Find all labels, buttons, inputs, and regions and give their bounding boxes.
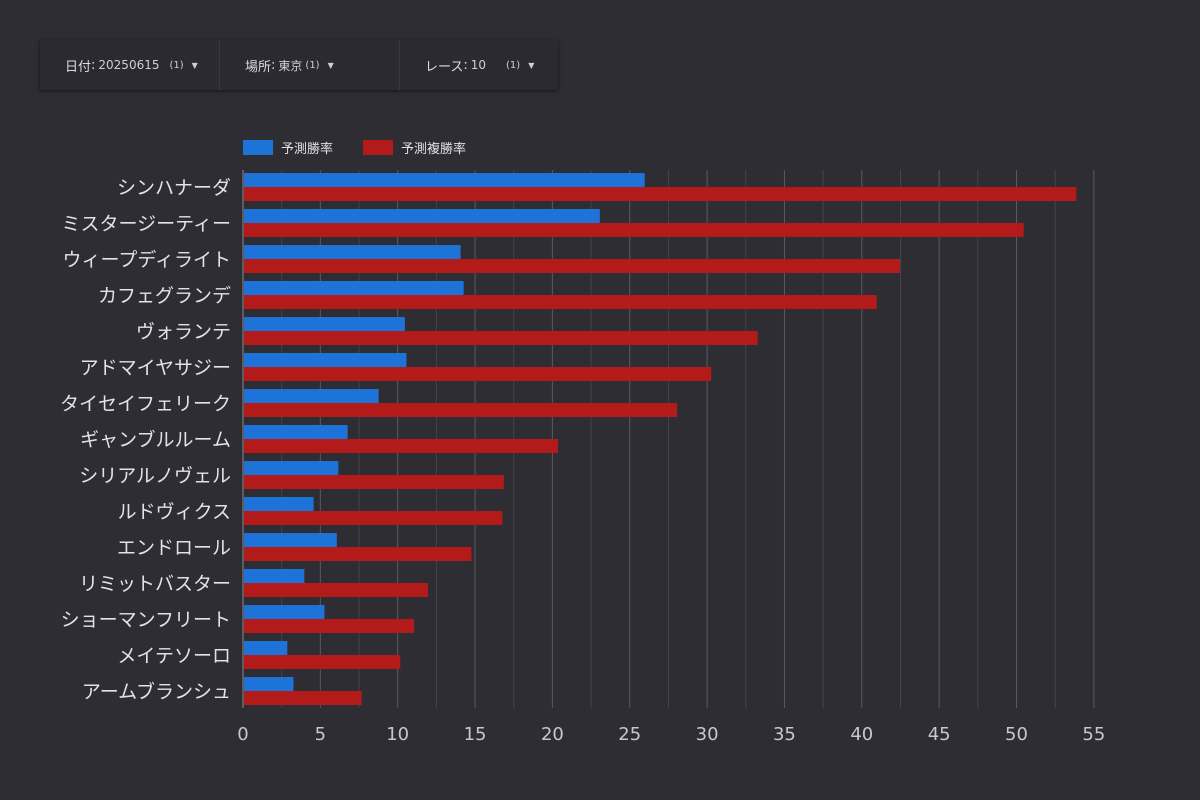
legend-label: 予測複勝率 [401, 141, 466, 157]
win-rate-bar[interactable] [244, 209, 600, 223]
place-rate-bar[interactable] [244, 511, 503, 525]
win-rate-bar[interactable] [244, 533, 337, 547]
category-label: ヴォランテ [136, 321, 231, 343]
category-label: ウィープディライト [62, 249, 231, 271]
category-label: タイセイフェリーク [60, 393, 231, 415]
category-label: ショーマンフリート [61, 609, 231, 631]
win-rate-bar[interactable] [244, 173, 645, 187]
place-rate-bar[interactable] [244, 475, 504, 489]
x-tick-label: 55 [1082, 724, 1105, 745]
x-tick-label: 15 [464, 724, 487, 745]
win-rate-bar[interactable] [244, 497, 314, 511]
category-label: シリアルノヴェル [79, 465, 231, 487]
place-rate-bar[interactable] [244, 403, 678, 417]
date-filter-count: (1) [169, 59, 184, 71]
win-rate-bar[interactable] [244, 605, 325, 619]
x-tick-label: 40 [850, 724, 873, 745]
venue-filter-count: (1) [305, 59, 320, 71]
place-rate-bar[interactable] [244, 259, 900, 273]
category-label: リミットバスター [79, 573, 231, 595]
race-filter-value: 10 [470, 58, 487, 72]
place-rate-bar[interactable] [244, 187, 1077, 201]
x-tick-label: 45 [928, 724, 951, 745]
place-rate-bar[interactable] [244, 223, 1024, 237]
date-filter-value: 20250615 [98, 58, 160, 72]
win-rate-bar[interactable] [244, 317, 405, 331]
win-rate-bar[interactable] [244, 461, 339, 475]
win-rate-bar[interactable] [244, 281, 464, 295]
category-label: エンドロール [117, 537, 231, 559]
win-rate-bar[interactable] [244, 569, 305, 583]
category-label: ミスタージーティー [62, 213, 231, 235]
x-tick-label: 5 [315, 724, 326, 745]
legend-label: 予測勝率 [281, 141, 333, 157]
win-rate-bar[interactable] [244, 389, 379, 403]
x-tick-label: 35 [773, 724, 796, 745]
date-filter[interactable]: 日付: 20250615 (1) ▼ [40, 40, 220, 90]
place-rate-bar[interactable] [244, 619, 415, 633]
venue-filter-label: 場所 [245, 59, 272, 75]
filter-bar: 日付: 20250615 (1) ▼ 場所: 東京 (1) ▼ レース: 10 … [40, 40, 558, 90]
x-tick-label: 25 [618, 724, 641, 745]
x-tick-label: 10 [386, 724, 409, 745]
place-rate-bar[interactable] [244, 691, 362, 705]
legend-swatch [363, 140, 393, 155]
category-label: ギャンブルルーム [80, 428, 231, 451]
race-filter-label: レース [425, 59, 464, 75]
date-filter-label: 日付 [65, 59, 92, 75]
chevron-down-icon: ▼ [327, 60, 334, 70]
x-tick-label: 0 [237, 724, 248, 745]
venue-filter-value: 東京 [278, 58, 303, 73]
place-rate-bar[interactable] [244, 547, 472, 561]
place-rate-bar[interactable] [244, 331, 758, 345]
venue-filter[interactable]: 場所: 東京 (1) ▼ [220, 40, 400, 90]
legend-swatch [243, 140, 273, 155]
place-rate-bar[interactable] [244, 583, 429, 597]
x-tick-label: 20 [541, 724, 564, 745]
x-tick-label: 50 [1005, 724, 1028, 745]
category-label: アドマイヤサジー [80, 357, 231, 379]
place-rate-bar[interactable] [244, 367, 712, 381]
win-rate-bar[interactable] [244, 245, 461, 259]
category-label: ルドヴィクス [118, 501, 231, 523]
chevron-down-icon: ▼ [191, 60, 198, 70]
win-rate-bar[interactable] [244, 353, 407, 367]
category-label: メイテソーロ [117, 645, 231, 667]
race-filter-count: (1) [506, 59, 521, 71]
place-rate-bar[interactable] [244, 439, 559, 453]
chevron-down-icon: ▼ [528, 60, 535, 70]
race-filter[interactable]: レース: 10 (1) ▼ [425, 57, 535, 75]
category-label: シンハナーダ [117, 177, 231, 199]
category-label: アームブランシュ [82, 680, 231, 703]
win-rate-bar[interactable] [244, 425, 348, 439]
x-tick-label: 30 [696, 724, 719, 745]
place-rate-bar[interactable] [244, 295, 877, 309]
win-rate-bar[interactable] [244, 641, 288, 655]
category-label: カフェグランデ [98, 285, 231, 307]
place-rate-bar[interactable] [244, 655, 401, 669]
win-rate-bar[interactable] [244, 677, 294, 691]
